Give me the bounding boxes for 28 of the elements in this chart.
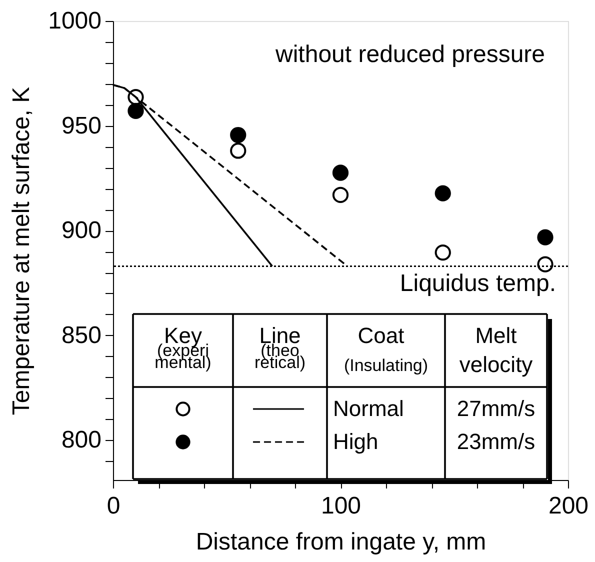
point bbox=[230, 142, 246, 159]
point bbox=[230, 126, 246, 144]
annotation: 23mm/s bbox=[456, 429, 536, 454]
y-tick-label: 1000 bbox=[48, 8, 102, 34]
ref-line-label: Liquidus temp. bbox=[400, 270, 556, 298]
y-axis-title: Temperature at melt surface, K bbox=[8, 86, 36, 416]
point bbox=[332, 164, 349, 181]
legend-label: High bbox=[333, 429, 378, 454]
point bbox=[128, 102, 144, 119]
y-tick-label: 850 bbox=[61, 322, 102, 349]
legend-label: Normal bbox=[333, 396, 404, 421]
annotation: 27mm/s bbox=[456, 396, 536, 421]
x-axis-title: Distance from ingate y, mm bbox=[196, 528, 486, 556]
x-tick-label: 200 bbox=[548, 492, 589, 520]
y-tick-label: 950 bbox=[61, 112, 102, 140]
point bbox=[434, 244, 451, 261]
annotation: Melt velocity bbox=[459, 323, 533, 377]
point bbox=[537, 256, 554, 272]
point bbox=[434, 185, 451, 202]
x-tick-label: 0 bbox=[106, 492, 120, 520]
y-tick-label: 900 bbox=[61, 217, 102, 244]
x-tick-label: 100 bbox=[320, 492, 362, 520]
annotation: Coat bbox=[358, 323, 404, 348]
annotation: without reduced pressure bbox=[274, 41, 545, 68]
y-tick-label: 800 bbox=[61, 426, 102, 454]
point bbox=[332, 186, 349, 204]
point bbox=[537, 229, 554, 246]
annotation: (Insulating) bbox=[344, 356, 428, 375]
